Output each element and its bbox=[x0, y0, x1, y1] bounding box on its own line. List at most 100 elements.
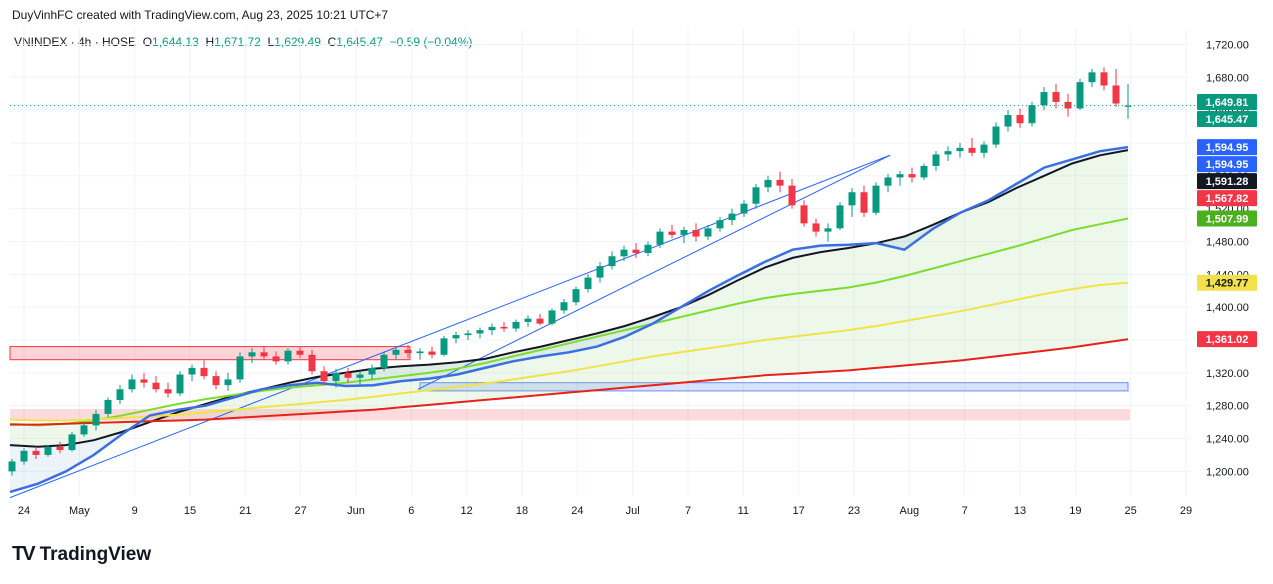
candle-body bbox=[116, 389, 124, 400]
candle-body bbox=[128, 379, 136, 390]
candle-body bbox=[488, 326, 496, 331]
symbol-label: VNINDEX · 4h · HOSE bbox=[14, 35, 137, 49]
x-tick-label: 9 bbox=[132, 505, 138, 517]
candle-body bbox=[272, 356, 280, 362]
x-tick-label: 11 bbox=[738, 505, 749, 517]
candle-body bbox=[500, 326, 508, 329]
candle-body bbox=[32, 450, 40, 455]
ma-band-fill bbox=[10, 150, 1128, 447]
candle-body bbox=[644, 244, 652, 253]
x-tick-label: 6 bbox=[408, 505, 414, 517]
x-tick-label: May bbox=[69, 505, 90, 517]
candle-body bbox=[140, 379, 148, 383]
candle-body bbox=[632, 249, 640, 253]
candle-body bbox=[368, 367, 376, 375]
candle-body bbox=[908, 174, 916, 178]
red-zone-lower bbox=[10, 408, 1130, 421]
candle-body bbox=[248, 352, 256, 357]
candle-body bbox=[464, 333, 472, 336]
price-tag-label: 1,567.82 bbox=[1206, 193, 1249, 205]
y-tick-label: 1,720.00 bbox=[1206, 39, 1249, 51]
candle-body bbox=[620, 249, 628, 257]
candle-body bbox=[1016, 115, 1024, 124]
ma-yellow-line bbox=[9, 281, 1129, 422]
channel-line-lower bbox=[417, 154, 891, 390]
candle-body bbox=[44, 446, 52, 455]
candle-body bbox=[1052, 92, 1060, 102]
candle-body bbox=[800, 205, 808, 224]
y-tick-label: 1,680.00 bbox=[1206, 72, 1249, 84]
candle-body bbox=[1064, 101, 1072, 109]
candle-body bbox=[980, 144, 988, 153]
candle-body bbox=[956, 147, 964, 152]
y-tick-label: 1,280.00 bbox=[1206, 401, 1249, 413]
candle-body bbox=[188, 367, 196, 375]
candle-body bbox=[164, 389, 172, 394]
candle-body bbox=[764, 179, 772, 188]
x-tick-label: 29 bbox=[1180, 505, 1192, 517]
candle-body bbox=[728, 213, 736, 221]
candle-body bbox=[920, 165, 928, 178]
candle-body bbox=[752, 187, 760, 204]
candle-body bbox=[512, 321, 520, 329]
x-tick-label: 7 bbox=[962, 505, 968, 517]
price-tag bbox=[1197, 94, 1257, 111]
y-tick-label: 1,480.00 bbox=[1206, 236, 1249, 248]
candle-body bbox=[392, 349, 400, 355]
ma-green-line bbox=[9, 217, 1129, 427]
candle-body bbox=[332, 372, 340, 382]
close-label: C bbox=[327, 35, 337, 49]
candle-body bbox=[212, 376, 220, 386]
ohlc-legend: VNINDEX · 4h · HOSE O1,644.13 H1,671.72 … bbox=[14, 35, 472, 49]
candle-body bbox=[1004, 115, 1012, 127]
candle-body bbox=[812, 223, 820, 232]
candle-body bbox=[320, 371, 328, 382]
price-tag bbox=[1197, 274, 1257, 291]
candle-body bbox=[716, 220, 724, 229]
candle-body bbox=[260, 352, 268, 357]
tradingview-logo[interactable]: TV TradingView bbox=[12, 543, 151, 566]
candle-body bbox=[692, 229, 700, 237]
x-tick-label: 25 bbox=[1125, 505, 1137, 517]
candle-body bbox=[104, 399, 112, 414]
candle-body bbox=[548, 310, 556, 324]
candle-body bbox=[896, 174, 904, 178]
candle-body bbox=[176, 374, 184, 394]
candle-body bbox=[944, 151, 952, 155]
x-tick-label: 27 bbox=[295, 505, 307, 517]
support-trail-line bbox=[9, 145, 1129, 494]
candle-body bbox=[476, 330, 484, 334]
candle-body bbox=[680, 229, 688, 235]
candle-body bbox=[8, 461, 16, 472]
candle-body bbox=[848, 192, 856, 206]
support-zone bbox=[419, 382, 1129, 392]
candle-body bbox=[668, 231, 676, 235]
open-value: 1,644.13 bbox=[152, 35, 199, 49]
resistance-zone bbox=[9, 346, 411, 361]
price-tag-label: 1,594.95 bbox=[1206, 142, 1249, 154]
x-tick-label: 17 bbox=[793, 505, 805, 517]
candle-body bbox=[992, 126, 1000, 145]
candle-body bbox=[200, 367, 208, 377]
candle-body bbox=[308, 354, 316, 372]
y-tick-label: 1,200.00 bbox=[1206, 466, 1249, 478]
x-tick-label: 24 bbox=[18, 505, 30, 517]
candle-body bbox=[740, 203, 748, 214]
price-tag bbox=[1197, 139, 1257, 156]
price-tag-label: 1,429.77 bbox=[1206, 278, 1249, 290]
price-tag-label: 1,507.99 bbox=[1206, 213, 1249, 225]
change-value: −0.59 (−0.04%) bbox=[389, 35, 473, 49]
candle-body bbox=[224, 379, 232, 386]
price-tag-label: 1,591.28 bbox=[1206, 176, 1249, 188]
price-tag bbox=[1197, 173, 1257, 190]
high-label: H bbox=[205, 35, 215, 49]
candle-body bbox=[1088, 72, 1096, 83]
candle-body bbox=[1112, 85, 1120, 104]
candle-body bbox=[872, 185, 880, 213]
candle-body bbox=[404, 349, 412, 354]
candle-body bbox=[824, 228, 832, 232]
candle-body bbox=[20, 450, 28, 462]
y-tick-label: 1,320.00 bbox=[1206, 368, 1249, 380]
price-tag bbox=[1197, 210, 1257, 227]
